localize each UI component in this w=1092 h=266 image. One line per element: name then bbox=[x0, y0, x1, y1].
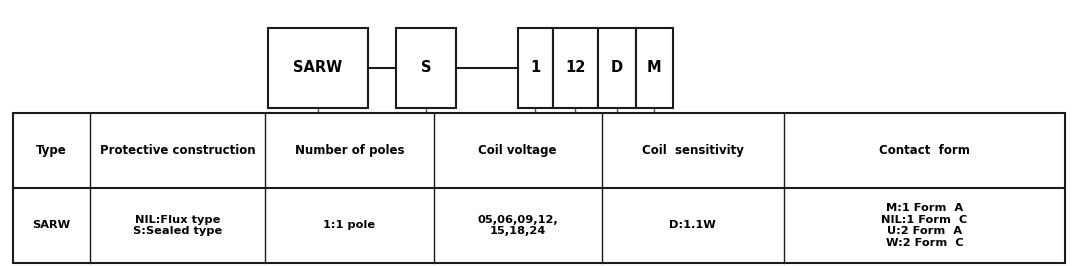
Text: 05,06,09,12,
15,18,24: 05,06,09,12, 15,18,24 bbox=[477, 215, 558, 236]
Text: 1: 1 bbox=[530, 60, 541, 75]
Bar bbox=[636, 28, 673, 108]
Bar bbox=[598, 28, 636, 108]
Text: Number of poles: Number of poles bbox=[295, 144, 404, 157]
Text: Coil voltage: Coil voltage bbox=[478, 144, 557, 157]
Text: Protective construction: Protective construction bbox=[99, 144, 256, 157]
Bar bbox=[518, 28, 553, 108]
Bar bbox=[553, 28, 598, 108]
Text: Coil  sensitivity: Coil sensitivity bbox=[642, 144, 744, 157]
Text: M: M bbox=[646, 60, 662, 75]
Text: SARW: SARW bbox=[33, 221, 70, 230]
Text: Contact  form: Contact form bbox=[879, 144, 970, 157]
Text: D:1.1W: D:1.1W bbox=[669, 221, 716, 230]
Bar bbox=[13, 113, 1065, 263]
Text: M:1 Form  A
NIL:1 Form  C
U:2 Form  A
W:2 Form  C: M:1 Form A NIL:1 Form C U:2 Form A W:2 F… bbox=[881, 203, 968, 248]
Text: 12: 12 bbox=[566, 60, 585, 75]
Text: S: S bbox=[422, 60, 431, 75]
Text: 1:1 pole: 1:1 pole bbox=[323, 221, 376, 230]
Text: SARW: SARW bbox=[293, 60, 343, 75]
Bar bbox=[268, 28, 368, 108]
Bar bbox=[396, 28, 456, 108]
Text: D: D bbox=[610, 60, 624, 75]
Text: NIL:Flux type
S:Sealed type: NIL:Flux type S:Sealed type bbox=[133, 215, 222, 236]
Text: Type: Type bbox=[36, 144, 67, 157]
